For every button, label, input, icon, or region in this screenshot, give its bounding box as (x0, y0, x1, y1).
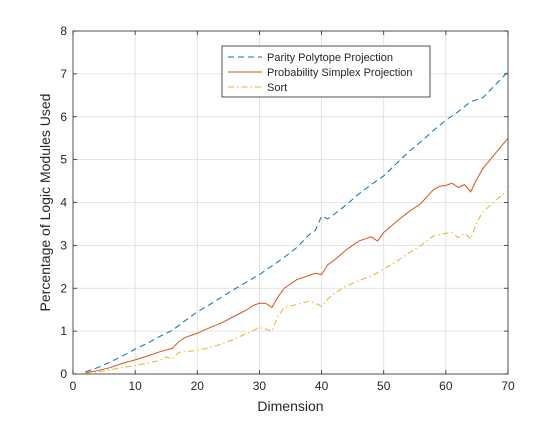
y-tick-label: 4 (60, 196, 67, 210)
y-tick-label: 3 (60, 238, 67, 252)
series-line-1 (85, 71, 509, 373)
legend-label-1: Parity Polytope Projection (267, 52, 393, 64)
y-tick-label: 7 (60, 67, 67, 81)
y-tick-label: 8 (60, 24, 67, 38)
axis-ticks: 0 10 20 30 40 50 60 70 0 1 2 3 4 5 6 7 8 (60, 24, 515, 393)
legend-label-3: Sort (267, 82, 287, 94)
y-tick-label: 1 (60, 324, 67, 338)
x-tick-label: 30 (253, 379, 267, 393)
series-line-3 (85, 190, 509, 374)
x-tick-label: 10 (128, 379, 142, 393)
x-tick-label: 70 (501, 379, 515, 393)
y-tick-label: 6 (60, 110, 67, 124)
x-axis-label: Dimension (257, 398, 323, 414)
x-tick-label: 40 (315, 379, 329, 393)
legend: Parity Polytope Projection Probability Si… (221, 45, 431, 98)
x-tick-label: 50 (377, 379, 391, 393)
series-line-2 (85, 137, 509, 374)
y-tick-label: 2 (60, 281, 67, 295)
series-lines (85, 71, 509, 374)
y-tick-label: 5 (60, 153, 67, 167)
legend-label-2: Probability Simplex Projection (267, 67, 413, 79)
x-tick-label: 20 (191, 379, 205, 393)
legend-items: Parity Polytope Projection Probability Si… (228, 52, 413, 94)
x-tick-label: 0 (70, 379, 77, 393)
x-tick-label: 60 (439, 379, 453, 393)
y-tick-label: 0 (60, 367, 67, 381)
y-axis-label: Percentage of Logic Modules Used (37, 94, 53, 312)
